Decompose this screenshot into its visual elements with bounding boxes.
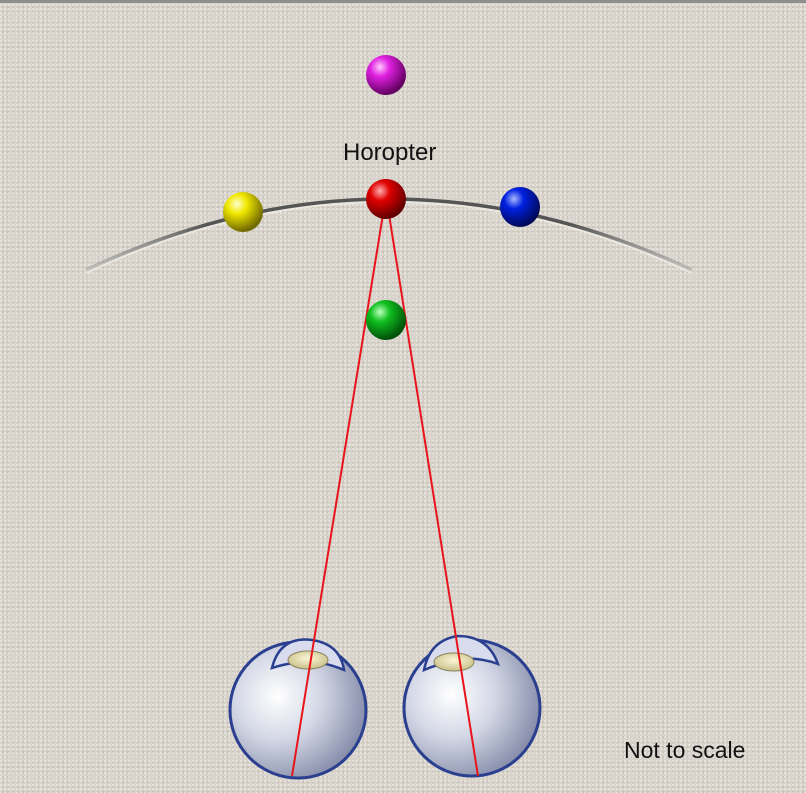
top-border bbox=[0, 0, 806, 3]
left-eye bbox=[228, 638, 368, 780]
left-sight-line bbox=[291, 207, 385, 777]
scale-note: Not to scale bbox=[624, 737, 746, 763]
red-ball bbox=[366, 179, 406, 219]
right-eye bbox=[402, 634, 542, 778]
right-sight-line bbox=[387, 207, 479, 777]
green-ball bbox=[366, 300, 406, 340]
horopter-label: Horopter bbox=[343, 139, 437, 166]
magenta-ball bbox=[366, 55, 406, 95]
yellow-ball bbox=[223, 192, 263, 232]
blue-ball bbox=[500, 187, 540, 227]
